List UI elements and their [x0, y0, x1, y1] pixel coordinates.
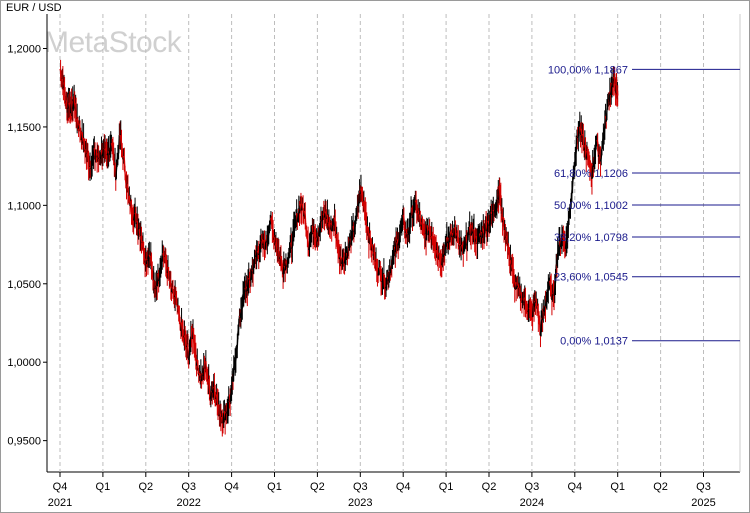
x-tick-label: Q3	[353, 481, 368, 493]
x-year-label: 2024	[520, 497, 544, 509]
y-tick-label: 1,0500	[7, 279, 41, 291]
fib-level-label: 38,20% 1,0798	[554, 232, 628, 244]
x-tick-label: Q4	[567, 481, 582, 493]
x-tick-label: Q1	[610, 481, 625, 493]
x-tick-label: Q1	[439, 481, 454, 493]
x-tick-label: Q4	[396, 481, 411, 493]
x-tick-label: Q2	[310, 481, 325, 493]
y-tick-label: 1,1000	[7, 200, 41, 212]
x-tick-label: Q1	[267, 481, 282, 493]
x-tick-label: Q3	[181, 481, 196, 493]
x-tick-label: Q4	[224, 481, 239, 493]
fib-level-label: 0,00% 1,0137	[560, 336, 628, 348]
x-tick-label: Q1	[96, 481, 111, 493]
x-year-label: 2022	[176, 497, 200, 509]
y-tick-label: 1,2000	[7, 44, 41, 56]
x-tick-label: Q2	[482, 481, 497, 493]
x-tick-label: Q4	[53, 481, 68, 493]
fib-level-label: 23,60% 1,0545	[554, 272, 628, 284]
x-tick-label: Q3	[696, 481, 711, 493]
x-tick-label: Q2	[653, 481, 668, 493]
y-tick-label: 1,1500	[7, 122, 41, 134]
fib-level-label: 100,00% 1,1867	[548, 64, 628, 76]
x-year-label: 2023	[348, 497, 372, 509]
chart-title: EUR / USD	[6, 2, 62, 14]
y-tick-label: 0,9500	[7, 436, 41, 448]
y-tick-label: 1,0000	[7, 357, 41, 369]
fib-level-label: 61,80% 1,1206	[554, 168, 628, 180]
fib-level-label: 50,00% 1,1002	[554, 200, 628, 212]
x-tick-label: Q2	[138, 481, 153, 493]
x-year-label: 2025	[691, 497, 715, 509]
x-year-label: 2021	[48, 497, 72, 509]
x-tick-label: Q3	[525, 481, 540, 493]
